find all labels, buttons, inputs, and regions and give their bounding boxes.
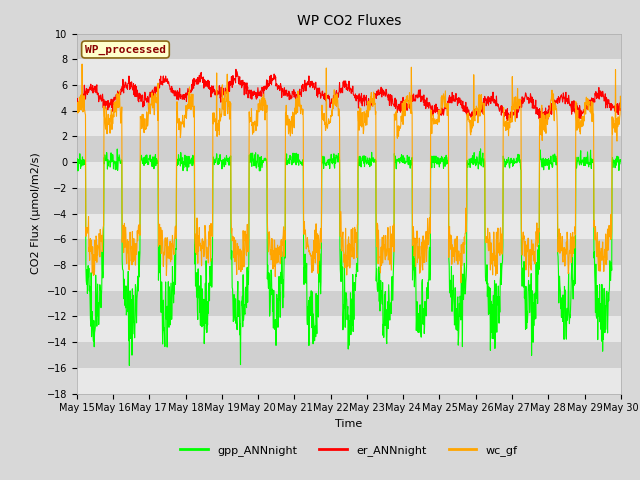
Bar xyxy=(77,188,621,214)
Bar xyxy=(77,368,621,394)
Bar xyxy=(77,316,621,342)
Bar xyxy=(77,240,621,265)
Bar xyxy=(77,291,621,316)
Bar xyxy=(77,111,621,136)
X-axis label: Time: Time xyxy=(335,419,362,429)
Bar xyxy=(77,136,621,162)
Bar xyxy=(77,85,621,111)
Bar xyxy=(77,214,621,240)
Text: WP_processed: WP_processed xyxy=(85,44,166,55)
Bar xyxy=(77,34,621,60)
Bar xyxy=(77,60,621,85)
Title: WP CO2 Fluxes: WP CO2 Fluxes xyxy=(296,14,401,28)
Legend: gpp_ANNnight, er_ANNnight, wc_gf: gpp_ANNnight, er_ANNnight, wc_gf xyxy=(176,440,522,460)
Y-axis label: CO2 Flux (μmol/m2/s): CO2 Flux (μmol/m2/s) xyxy=(31,153,41,275)
Bar xyxy=(77,162,621,188)
Bar xyxy=(77,342,621,368)
Bar xyxy=(77,265,621,291)
